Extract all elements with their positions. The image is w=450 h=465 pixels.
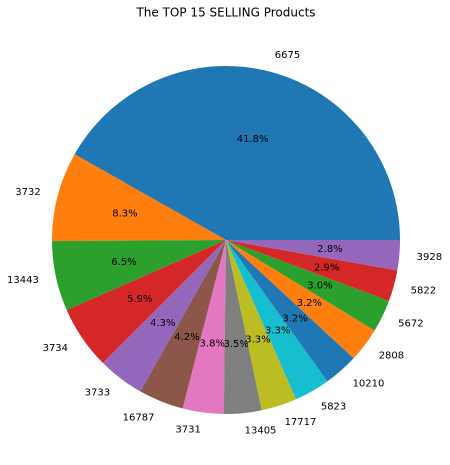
slice-label: 3928 <box>417 252 442 263</box>
slice-label: 17717 <box>285 417 317 428</box>
slice-label: 6675 <box>275 50 300 61</box>
slice-label: 5823 <box>321 401 346 412</box>
pie-slice <box>226 240 389 331</box>
pie-slice <box>226 240 375 359</box>
slice-label: 2808 <box>379 350 404 361</box>
slice-label: 3734 <box>43 343 68 354</box>
percent-label: 3.2% <box>282 313 307 324</box>
percent-label: 3.2% <box>297 298 322 309</box>
percent-label: 2.9% <box>314 263 339 274</box>
percent-label: 3.3% <box>245 334 270 345</box>
slice-label: 10210 <box>353 379 385 390</box>
pie-slice <box>223 240 262 414</box>
chart-title: The TOP 15 SELLING Products <box>135 6 315 20</box>
pie-slice <box>52 154 226 242</box>
pie-slice <box>226 240 328 400</box>
slice-label: 5672 <box>398 319 423 330</box>
pie-slice <box>226 240 398 301</box>
pie-slice <box>226 240 297 411</box>
slice-label: 3732 <box>15 187 40 198</box>
percent-label: 4.2% <box>174 332 199 343</box>
pie-slice <box>52 240 226 311</box>
percent-label: 3.0% <box>307 281 332 292</box>
percent-label: 3.8% <box>200 338 225 349</box>
pie-slice <box>226 240 354 382</box>
percent-label: 3.5% <box>223 339 248 350</box>
percent-label: 2.8% <box>317 244 342 255</box>
slice-label: 3733 <box>85 387 110 398</box>
slice-label: 3731 <box>175 425 200 436</box>
pie-slice <box>140 240 226 409</box>
slice-label: 13405 <box>245 425 277 436</box>
percent-label: 8.3% <box>112 209 137 220</box>
pie-slice <box>182 240 226 414</box>
pie-slice <box>74 66 401 240</box>
percent-label: 5.9% <box>127 294 152 305</box>
slice-label: 16787 <box>123 413 155 424</box>
pie-slice <box>102 240 226 392</box>
pie-slice <box>226 240 400 271</box>
percent-label: 6.5% <box>111 257 136 268</box>
pie-slice <box>66 240 226 364</box>
percent-label: 3.3% <box>265 326 290 337</box>
percent-label: 41.8% <box>237 134 269 145</box>
slice-label: 13443 <box>7 275 39 286</box>
percent-label: 4.3% <box>150 318 175 329</box>
slice-label: 5822 <box>411 286 436 297</box>
